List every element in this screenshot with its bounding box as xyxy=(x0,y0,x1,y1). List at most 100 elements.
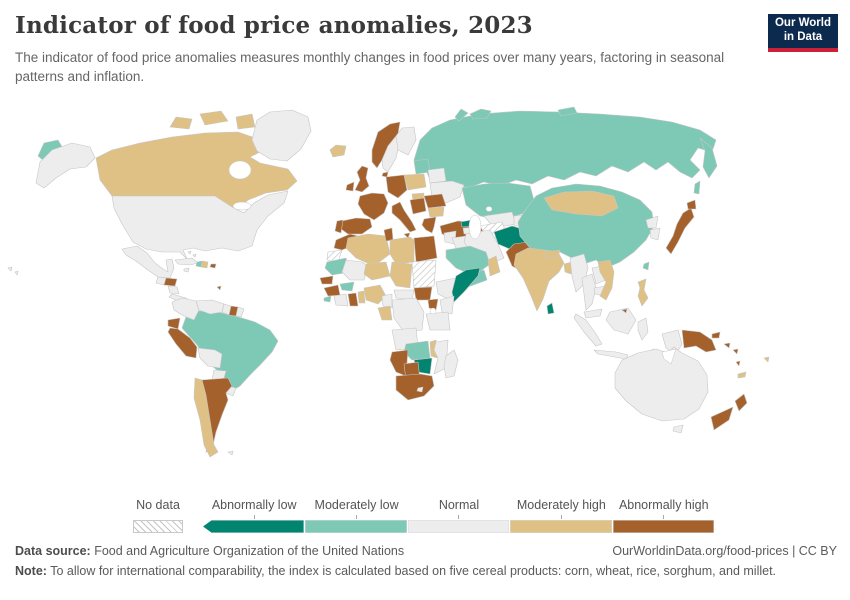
country-somalia xyxy=(451,267,481,303)
country-russia xyxy=(454,108,469,122)
country-libya xyxy=(389,236,415,265)
country-falkland-islands xyxy=(227,450,234,456)
country-bahamas xyxy=(187,250,192,255)
country-senegal xyxy=(319,275,334,285)
country-trinidad-and-tobago xyxy=(216,285,222,291)
legend-tick xyxy=(663,515,665,519)
country-benin xyxy=(357,290,366,304)
country-united-states-hawaii xyxy=(7,266,13,272)
aral-sea xyxy=(485,206,493,212)
country-canada xyxy=(199,110,229,126)
country-france xyxy=(357,192,389,221)
country-russia xyxy=(413,110,717,189)
logo-line1: Our World xyxy=(774,17,831,30)
legend-no-data-label: No data xyxy=(136,498,180,512)
legend-label: Abnormally high xyxy=(618,498,709,512)
legend-swatch xyxy=(305,520,408,533)
legend-tick xyxy=(458,515,460,519)
country-gabon xyxy=(377,305,393,321)
country-north-korea xyxy=(645,215,659,229)
country-chile xyxy=(193,377,219,458)
country-iceland xyxy=(329,144,347,158)
country-japan xyxy=(686,199,697,210)
country-south-korea xyxy=(649,227,661,241)
owid-logo: Our World in Data xyxy=(768,14,838,48)
country-kenya xyxy=(439,295,455,315)
chart-note: Note: To allow for international compara… xyxy=(15,564,837,578)
data-source: Data source: Food and Agriculture Organi… xyxy=(15,544,404,558)
country-new-zealand xyxy=(710,406,734,431)
chart-subtitle: The indicator of food price anomalies me… xyxy=(15,50,725,85)
country-chad xyxy=(389,261,413,289)
legend-moderately-high: Moderately high xyxy=(510,498,613,533)
chart-footer: Data source: Food and Agriculture Organi… xyxy=(15,544,837,578)
caspian-sea xyxy=(468,214,482,240)
country-portugal xyxy=(334,219,344,234)
country-south-africa xyxy=(395,373,435,401)
country-solomon-islands xyxy=(732,348,739,355)
country-honduras xyxy=(163,277,178,287)
country-canada xyxy=(235,113,256,130)
country-russia xyxy=(693,180,701,195)
country-ecuador xyxy=(167,317,181,330)
legend-label: Moderately low xyxy=(314,498,399,512)
country-french-guiana xyxy=(235,306,245,318)
country-dominican-republic xyxy=(200,260,209,269)
country-finland xyxy=(395,126,417,156)
country-niger xyxy=(363,261,391,281)
country-serbia xyxy=(409,197,427,215)
note-label: Note: xyxy=(15,564,47,578)
country-taiwan xyxy=(642,261,650,271)
country-germany xyxy=(385,174,408,199)
country-russia xyxy=(469,108,492,120)
country-greenland xyxy=(251,109,312,162)
country-mexico xyxy=(121,245,175,279)
country-united-kingdom xyxy=(354,165,370,193)
country-australia-tasmania xyxy=(672,424,684,434)
country-cuba xyxy=(174,257,199,266)
legend-abnormally-high: Abnormally high xyxy=(612,498,715,533)
country-egypt xyxy=(413,235,438,263)
country-bolivia xyxy=(197,347,223,369)
country-algeria xyxy=(345,233,391,267)
country-poland xyxy=(403,173,427,191)
legend-moderately-low: Moderately low xyxy=(305,498,408,533)
country-new-caledonia xyxy=(737,371,747,379)
legend-swatch xyxy=(407,520,511,533)
gulf-of-carpentaria xyxy=(661,348,677,365)
legend-swatch xyxy=(510,520,613,533)
country-cameroon xyxy=(381,293,393,309)
country-nigeria xyxy=(363,284,387,305)
country-indonesia-borneo xyxy=(605,307,637,335)
country-thailand xyxy=(581,273,597,311)
country-burkina-faso xyxy=(339,281,355,292)
country-ivory-coast xyxy=(333,293,349,307)
country-vanuatu xyxy=(735,360,741,367)
country-peru xyxy=(167,327,198,359)
country-united-states-alaska xyxy=(35,142,96,189)
world-map xyxy=(7,106,770,458)
country-india xyxy=(513,247,565,312)
country-russia xyxy=(557,106,578,117)
legend-tick xyxy=(356,515,358,519)
country-belarus xyxy=(427,167,447,184)
country-tunisia xyxy=(383,227,394,242)
country-south-sudan xyxy=(413,286,433,301)
country-japan xyxy=(665,207,695,255)
legend-label: Normal xyxy=(438,498,480,512)
legend-label: Abnormally low xyxy=(211,498,297,512)
country-jamaica xyxy=(183,267,190,273)
country-democratic-republic-of-congo xyxy=(391,297,425,333)
great-lakes xyxy=(232,201,252,211)
country-sierra-leone xyxy=(323,295,332,303)
hudson-bay xyxy=(228,160,252,180)
country-puerto-rico xyxy=(209,263,217,269)
legend-abnormally-low: Abnormally low xyxy=(203,498,306,533)
note-text: To allow for international comparability… xyxy=(46,564,777,578)
country-nepal xyxy=(543,249,561,259)
country-indonesia-sumatra xyxy=(573,313,603,347)
country-guinea xyxy=(323,284,341,297)
country-sudan xyxy=(411,259,437,289)
country-malaysia xyxy=(583,308,603,319)
country-nicaragua xyxy=(167,285,180,295)
